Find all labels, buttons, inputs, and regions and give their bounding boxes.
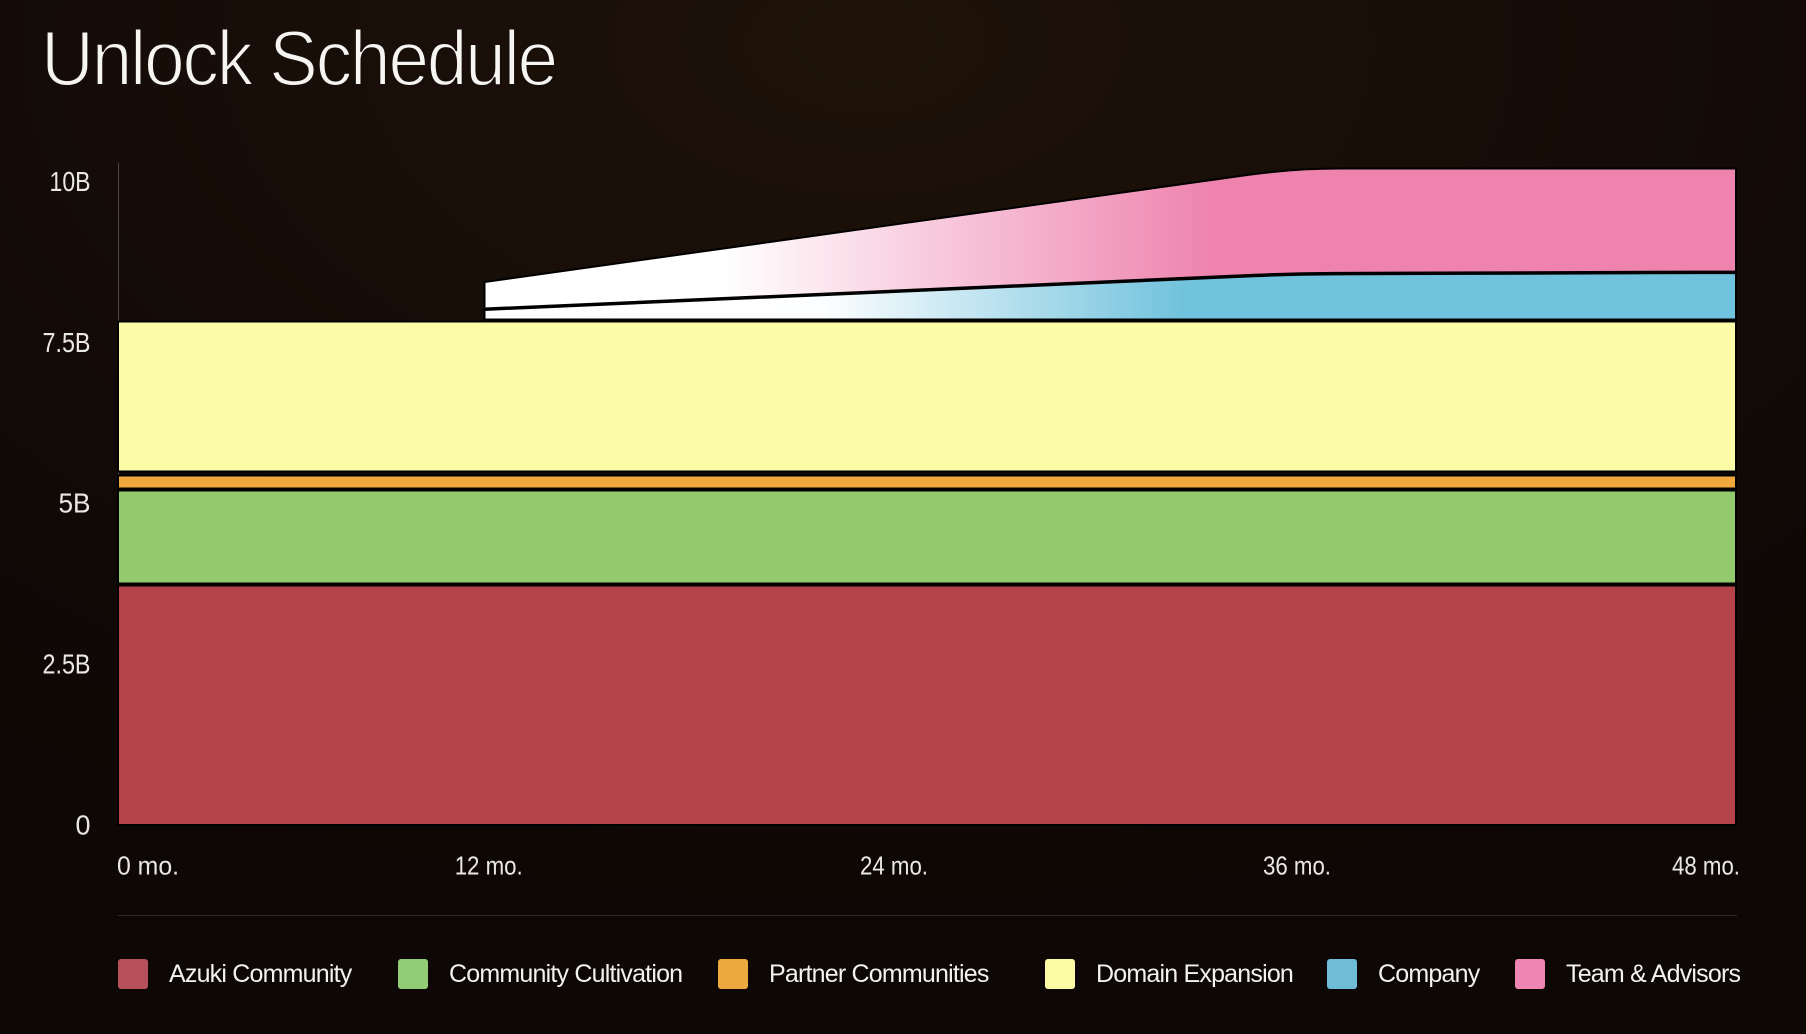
svg-text:0: 0 [76, 810, 91, 841]
svg-text:5B: 5B [59, 488, 91, 519]
svg-text:10B: 10B [50, 166, 91, 197]
svg-text:24 mo.: 24 mo. [860, 851, 928, 881]
svg-text:48 mo.: 48 mo. [1672, 851, 1740, 881]
svg-text:7.5B: 7.5B [43, 327, 91, 358]
svg-text:12 mo.: 12 mo. [455, 851, 523, 881]
svg-text:0 mo.: 0 mo. [117, 851, 179, 881]
svg-text:36 mo.: 36 mo. [1263, 851, 1331, 881]
svg-text:2.5B: 2.5B [43, 649, 91, 680]
